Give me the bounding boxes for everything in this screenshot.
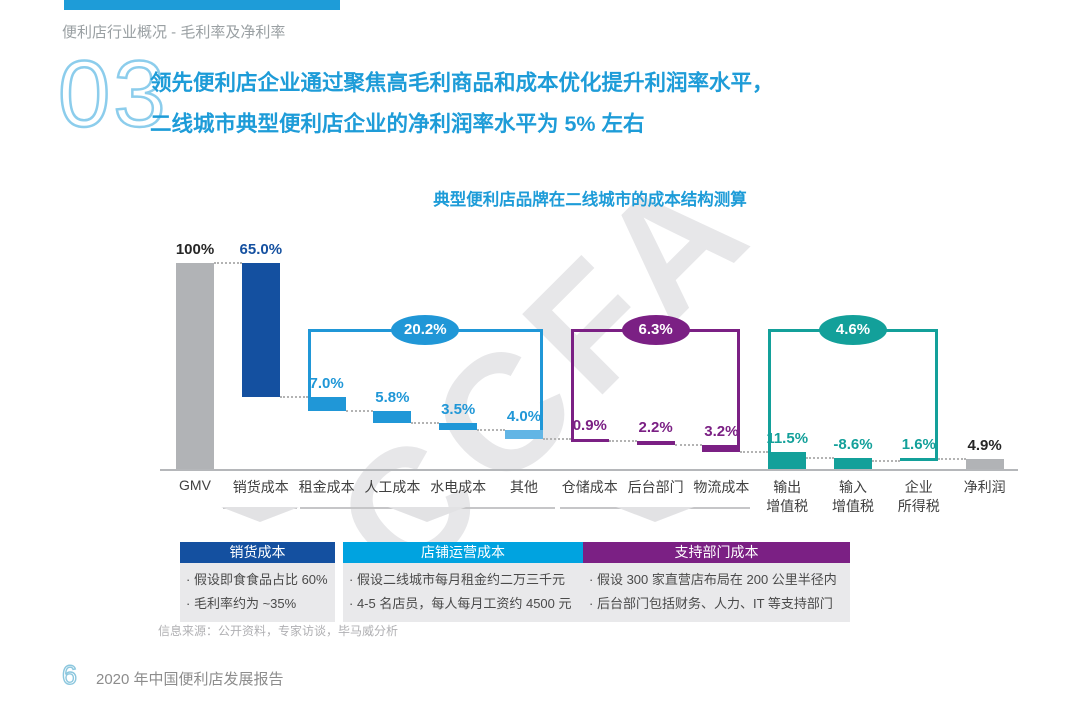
bar-value-2: 7.0% <box>309 374 344 392</box>
legend-note: 假设即食食品占比 60% <box>186 568 329 592</box>
bracket-left-leg <box>570 329 574 439</box>
bracket-right-leg <box>737 329 741 446</box>
legend-note: 假设 300 家直营店布局在 200 公里半径内 <box>589 568 844 592</box>
x-axis <box>160 469 1018 471</box>
bar-value-6: 0.9% <box>572 416 607 434</box>
axis-label-2: 租金成本 <box>298 479 355 495</box>
connector <box>411 422 440 425</box>
axis-label-8: 物流成本 <box>693 479 750 495</box>
bracket-left-leg <box>768 329 772 452</box>
axis-label-6: 仓储成本 <box>561 479 618 495</box>
bracket-right-leg <box>934 329 938 458</box>
axis-label-11: 所得税 <box>897 498 940 514</box>
connector <box>345 410 374 413</box>
bar-value-7: 2.2% <box>638 418 673 436</box>
group-arrow-2 <box>616 507 694 522</box>
axis-label-1: 销货成本 <box>232 479 289 495</box>
axis-label-10: 输入 <box>839 479 867 495</box>
bar-10 <box>834 457 872 469</box>
bar-value-1: 65.0% <box>239 241 283 258</box>
axis-label-7: 后台部门 <box>627 479 684 495</box>
connector <box>872 459 900 462</box>
connector <box>477 429 505 432</box>
bar-7 <box>636 440 675 446</box>
group-arrow-0 <box>221 507 299 522</box>
axis-label-5: 其他 <box>510 479 538 495</box>
bracket-value-2: 4.6% <box>819 315 887 345</box>
connector <box>937 457 966 460</box>
section-number: 03 <box>57 40 169 147</box>
bar-11 <box>899 457 938 461</box>
bar-9 <box>768 451 807 469</box>
bar-value-12: 4.9% <box>967 436 1002 454</box>
bar-3 <box>373 411 412 424</box>
bar-value-11: 1.6% <box>901 435 936 453</box>
axis-label-0: GMV <box>179 477 211 493</box>
axis-label-3: 人工成本 <box>364 479 421 495</box>
section-title-line2: 二线城市典型便利店企业的净利润率水平为 5% 左右 <box>150 112 645 136</box>
legend-header-2: 支持部门成本 <box>583 542 850 563</box>
connector <box>674 444 703 447</box>
axis-label-4: 水电成本 <box>430 479 487 495</box>
section-title-line1: 领先便利店企业通过聚焦高毛利商品和成本优化提升利润率水平， <box>150 71 774 95</box>
connector <box>740 450 769 453</box>
bar-8 <box>702 445 741 452</box>
legend-note: 假设二线城市每月租金约二万三千元 <box>349 568 577 592</box>
axis-label-9: 输出 <box>773 479 802 495</box>
legend-header-1: 店铺运营成本 <box>343 542 583 563</box>
connector <box>214 262 242 264</box>
report-title: 2020 年中国便利店发展报告 <box>96 671 284 688</box>
bar-value-4: 3.5% <box>441 401 476 419</box>
bar-value-3: 5.8% <box>375 389 410 407</box>
axis-label-11: 企业 <box>904 479 933 495</box>
bar-5 <box>505 430 543 439</box>
bar-value-0: 100% <box>175 241 215 258</box>
legend-notes-2: 假设 300 家直营店布局在 200 公里半径内后台部门包括财务、人力、IT 等… <box>583 563 850 622</box>
bar-value-9: 11.5% <box>766 429 809 447</box>
bracket-left-leg <box>307 329 311 397</box>
bar-value-8: 3.2% <box>704 423 739 441</box>
axis-label-10: 增值税 <box>832 498 874 514</box>
connector <box>806 456 834 459</box>
legend-header-0: 销货成本 <box>180 542 335 563</box>
bar-2 <box>307 396 346 412</box>
bar-6 <box>570 438 609 442</box>
bracket-value-1: 6.3% <box>621 315 690 345</box>
legend-notes-1: 假设二线城市每月租金约二万三千元4-5 名店员，每人每月工资约 4500 元 <box>343 563 583 622</box>
bar-12 <box>965 458 1004 469</box>
bar-1 <box>241 263 280 397</box>
connector <box>608 439 637 442</box>
bar-0 <box>176 263 214 469</box>
section-title: 领先便利店企业通过聚焦高毛利商品和成本优化提升利润率水平， 二线城市典型便利店企… <box>150 63 774 145</box>
bar-value-10: -8.6% <box>833 435 873 453</box>
axis-label-12: 净利润 <box>963 479 1006 495</box>
source-note: 信息来源：公开资料，专家访谈，毕马威分析 <box>158 624 399 638</box>
group-arrow-1 <box>388 507 466 522</box>
header-accent-bar <box>64 0 340 10</box>
bar-4 <box>439 423 478 431</box>
page-number: 6 <box>61 659 78 690</box>
breadcrumb: 便利店行业概况 - 毛利率及净利率 <box>62 24 286 41</box>
bracket-right-leg <box>540 329 543 431</box>
legend-note: 毛利率约为 ~35% <box>186 592 329 616</box>
bracket-value-0: 20.2% <box>391 315 460 345</box>
chart-title: 典型便利店品牌在二线城市的成本结构测算 <box>433 191 747 209</box>
legend-notes-0: 假设即食食品占比 60%毛利率约为 ~35% <box>180 563 335 622</box>
connector <box>543 437 571 440</box>
legend-note: 后台部门包括财务、人力、IT 等支持部门 <box>589 592 844 616</box>
bar-value-5: 4.0% <box>506 408 542 426</box>
connector <box>279 395 308 398</box>
axis-label-9: 增值税 <box>766 498 809 514</box>
legend-note: 4-5 名店员，每人每月工资约 4500 元 <box>349 592 577 616</box>
